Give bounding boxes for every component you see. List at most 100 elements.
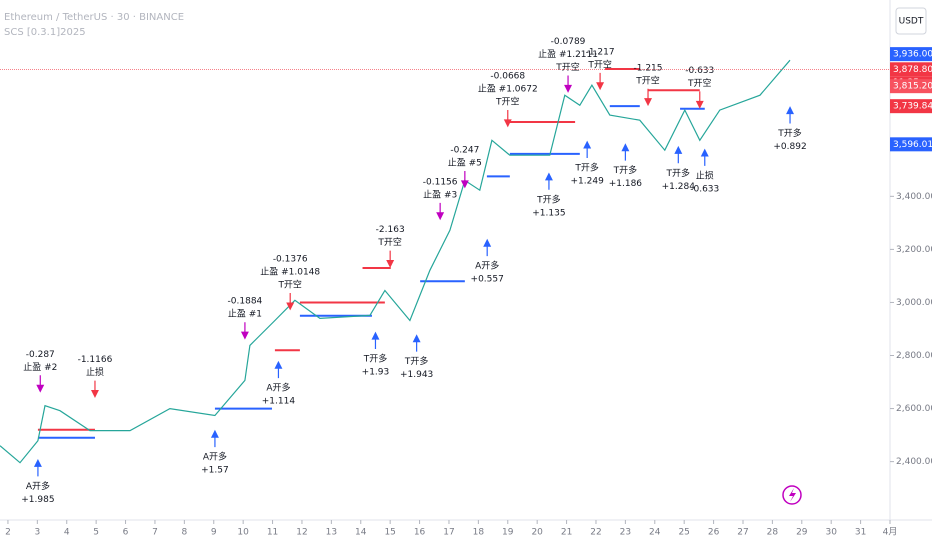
signal-text: 止盈 #5 [448, 157, 482, 169]
x-tick-label: 24 [649, 528, 661, 538]
signal-text: T开多 [777, 127, 802, 139]
signal-arrow [483, 238, 492, 257]
signal-arrow [544, 172, 553, 190]
y-tick-label: 2,800.00 [896, 351, 932, 361]
signal-text: T开空 [377, 236, 402, 248]
x-tick-label: 25 [678, 528, 689, 538]
x-tick-label: 13 [326, 528, 337, 538]
indicator-name: SCS [0.3.1]2025 [4, 27, 86, 38]
signal-text: A开多 [266, 382, 290, 394]
price-label-box [890, 47, 932, 62]
y-tick-label: 3,000.00 [896, 298, 932, 308]
x-tick-label: 3 [34, 528, 40, 538]
signal-text: +1.114 [262, 397, 296, 407]
chart-title: Ethereum / TetherUS · 30 · BINANCE [4, 12, 184, 23]
price-label: 3,936.000000 [893, 50, 932, 60]
signal-text: -0.247 [450, 146, 479, 156]
signal-arrow [371, 331, 380, 349]
x-tick-label: 30 [825, 528, 837, 538]
price-line [0, 59, 791, 464]
signal-arrow [564, 75, 573, 93]
signal-text: -0.1884 [228, 297, 263, 307]
y-tick-label: 3,200.00 [896, 245, 932, 255]
x-tick-label: 9 [211, 528, 217, 538]
signal-arrow [274, 360, 283, 379]
x-tick-label: 7 [152, 528, 158, 538]
x-tick-label: 4月 [883, 527, 898, 538]
y-tick-label: 2,400.00 [896, 457, 932, 467]
x-tick-label: 11 [267, 528, 278, 538]
price-label-box [890, 62, 932, 77]
signal-arrow [460, 171, 469, 189]
signal-text: +1.135 [532, 208, 565, 218]
x-tick-label: 23 [620, 528, 631, 538]
signal-text: +1.249 [571, 176, 605, 186]
x-tick-label: 22 [590, 528, 601, 538]
signal-text: T开空 [495, 96, 520, 108]
price-label-box [890, 79, 932, 94]
signal-text: +1.186 [609, 179, 643, 189]
signal-text: +1.943 [400, 370, 433, 380]
signal-text: A开多 [203, 451, 227, 463]
x-tick-label: 29 [796, 528, 808, 538]
alert-icon[interactable] [782, 485, 802, 505]
x-tick-label: 6 [123, 528, 129, 538]
x-tick-label: 4 [64, 528, 70, 538]
signal-arrow [700, 148, 709, 166]
x-tick-label: 16 [414, 528, 426, 538]
signal-arrow [33, 458, 42, 477]
signal-text: -0.0668 [490, 72, 525, 82]
price-label: 3,596.010000 [893, 140, 932, 150]
signal-arrow [644, 88, 652, 107]
signal-text: T开多 [574, 161, 599, 173]
signal-text: +1.93 [362, 367, 390, 377]
price-label: 3,878.80 [893, 65, 932, 75]
price-label-box [890, 137, 932, 152]
signal-arrow [210, 429, 219, 448]
signal-text: -0.633 [690, 184, 719, 194]
signal-text: +1.985 [21, 495, 54, 505]
signal-text: T开多 [666, 167, 691, 179]
y-tick-label: 3,400.00 [896, 192, 932, 202]
price-label: 3,739.840000 [893, 102, 932, 112]
signal-arrow [386, 250, 395, 268]
signal-text: +0.557 [471, 275, 504, 285]
signal-text: 止损 [86, 366, 104, 378]
signal-text: +0.892 [773, 142, 806, 152]
signal-arrow [596, 72, 605, 91]
signal-text: 止盈 #1.0148 [260, 266, 320, 278]
signal-text: -0.1156 [423, 177, 458, 187]
x-tick-label: 12 [296, 528, 307, 538]
signal-arrow [786, 106, 795, 124]
signal-text: -0.0789 [551, 37, 586, 47]
signal-arrow [36, 375, 45, 393]
signal-arrow [240, 322, 249, 340]
x-tick-label: 10 [237, 528, 249, 538]
x-tick-label: 21 [561, 528, 572, 538]
signal-text: T开空 [277, 279, 302, 291]
signal-text: T开多 [404, 355, 429, 367]
x-tick-label: 26 [708, 528, 720, 538]
signal-arrow [90, 380, 99, 398]
signal-text: 止盈 #2 [23, 361, 57, 373]
signal-text: T开空 [635, 74, 660, 86]
signal-arrow [412, 334, 421, 352]
x-tick-label: 8 [181, 528, 187, 538]
signal-arrow [286, 293, 295, 311]
x-tick-label: 17 [443, 528, 454, 538]
signal-text: -0.1376 [273, 255, 308, 265]
signal-text: -1.217 [586, 47, 615, 57]
signal-text: A开多 [26, 480, 50, 492]
x-tick-label: 15 [384, 528, 395, 538]
signal-text: 止盈 #1.0672 [478, 83, 538, 95]
x-tick-label: 5 [93, 528, 99, 538]
signal-text: T开空 [587, 58, 612, 70]
signal-text: 止盈 #1 [228, 308, 262, 320]
signal-text: -0.287 [26, 350, 55, 360]
signal-arrow [436, 202, 445, 221]
currency-button[interactable] [895, 7, 927, 35]
signal-text: -2.163 [376, 225, 405, 235]
signal-arrow [583, 140, 592, 158]
